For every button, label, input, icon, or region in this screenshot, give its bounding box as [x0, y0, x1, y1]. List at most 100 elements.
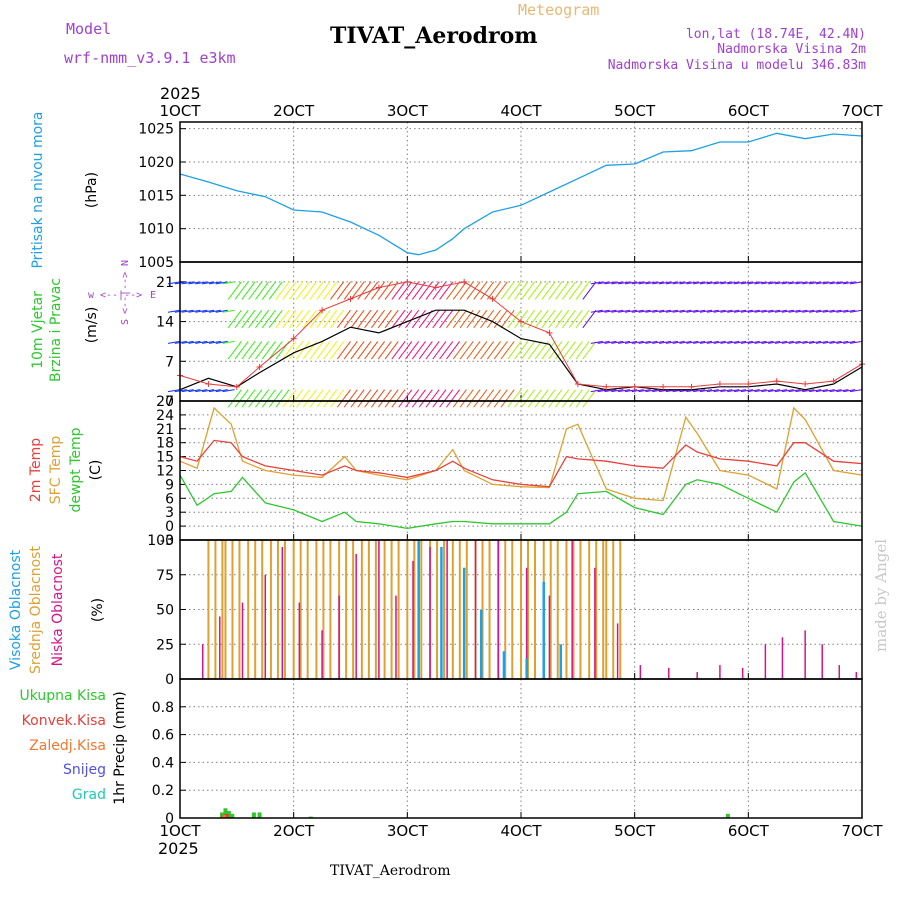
wind-barb [391, 389, 406, 408]
wind-ylabel: (m/s) [84, 307, 100, 344]
wind-barb [167, 309, 181, 313]
wind-barb [377, 309, 392, 329]
wind-barb [195, 340, 208, 344]
wind-barbs [167, 281, 863, 408]
wind-barb [740, 309, 753, 313]
wind-barb [802, 389, 815, 393]
wind-barb [364, 389, 379, 408]
bottom-x-axis-labels: 1OCT 2OCT 3OCT 4OCT 5OCT 6OCT 7OCT [160, 822, 884, 840]
wind-barb [781, 281, 794, 285]
wind-barb [295, 309, 310, 329]
wind-barb [720, 389, 733, 393]
wind-barb [679, 340, 692, 344]
wind-barb [795, 309, 808, 313]
y-tick-label: 18 [156, 436, 174, 452]
wind-barb [822, 340, 835, 344]
wind-barb [822, 389, 835, 393]
wind-barb [521, 341, 536, 360]
high-cloud-title: Visoka Oblacnost [8, 549, 24, 670]
wind-barb [836, 281, 849, 285]
wind-barb [411, 389, 426, 408]
wind-barb [665, 340, 678, 344]
wind-barb [611, 389, 624, 393]
wind-barb [699, 389, 713, 393]
wind-barb [425, 389, 440, 408]
wind-barb [624, 281, 638, 285]
wind-barb [699, 309, 713, 313]
wind-barb [652, 340, 665, 344]
wind-barb [384, 389, 399, 408]
wind-barb [432, 309, 447, 329]
lonlat-text: lon,lat (18.74E, 42.4N) [686, 27, 866, 42]
wind-barb [815, 389, 828, 393]
top-x-tick-label: 6OCT [728, 102, 770, 120]
wind-barb [699, 281, 713, 285]
wind-barb [357, 341, 372, 360]
wind-barb [418, 341, 433, 360]
wind-barb [282, 281, 297, 300]
wind-barb [645, 389, 658, 393]
wind-barb [302, 389, 317, 408]
wind-barb [507, 309, 522, 329]
wind-barb [652, 281, 665, 285]
wind-barb [222, 309, 235, 313]
pressure-title: Pritisak na nivou mora [30, 111, 46, 268]
wind-barb [720, 281, 733, 285]
wind-barb [849, 340, 863, 344]
wind-barb [611, 309, 624, 313]
wind-barb [295, 281, 310, 300]
wind-barb [459, 341, 474, 360]
y-tick-label: 100 [147, 533, 174, 549]
wind-barb [788, 340, 801, 344]
wind-barb [727, 340, 740, 344]
model-label: Model [66, 20, 111, 38]
mid-cloud-title: Srednja Oblacnost [28, 546, 44, 674]
gust-marker [432, 284, 439, 291]
gust-marker [546, 329, 553, 336]
wind-barb [645, 309, 658, 313]
wind-barb [555, 309, 570, 329]
wind-barb [466, 341, 481, 360]
wind-barb [568, 389, 583, 408]
gust-marker [404, 278, 411, 285]
y-tick-label: 0 [165, 672, 174, 688]
wind-barb [699, 340, 713, 344]
wind-barb [248, 309, 263, 329]
wind-barb [568, 309, 583, 329]
wind-barb [343, 309, 358, 329]
wind-barb [514, 281, 529, 300]
wind-barb [561, 389, 576, 408]
wind-barb [548, 309, 563, 329]
wind-barb [507, 281, 522, 300]
gust-marker [688, 383, 695, 390]
wind-barb [727, 389, 740, 393]
wind-barb [624, 340, 638, 344]
wind-barb [836, 389, 849, 393]
total-precip-bar [226, 811, 231, 818]
wind-barb [195, 281, 208, 285]
y-tick-label: 0.6 [152, 728, 174, 744]
wind-barb [289, 309, 304, 329]
wind-barb [227, 341, 242, 360]
wind-barb [202, 340, 215, 344]
wind-barb [215, 340, 228, 344]
dir-arrow-vertical: <--|--> [120, 272, 131, 314]
y-tick-label: 21 [156, 422, 174, 438]
wind-barb [733, 309, 747, 313]
precip-panel: 0 0.2 0.4 0.6 0.8 [152, 679, 863, 827]
wind-barb [568, 341, 583, 360]
wind-barb [514, 341, 529, 360]
wind-barb [282, 309, 297, 329]
wind-barb [706, 340, 719, 344]
wind-barb [829, 340, 842, 344]
wind-barb [268, 389, 283, 408]
wind-barb [227, 309, 242, 329]
gust-marker [233, 383, 240, 390]
wind-barb [255, 309, 270, 329]
wind-barb [473, 281, 488, 300]
wind-barb [849, 309, 863, 313]
wind-barb [167, 281, 181, 285]
wind-barb [188, 309, 201, 313]
bottom-x-tick-label: 4OCT [501, 822, 543, 840]
y-tick-label: 0 [165, 394, 174, 410]
